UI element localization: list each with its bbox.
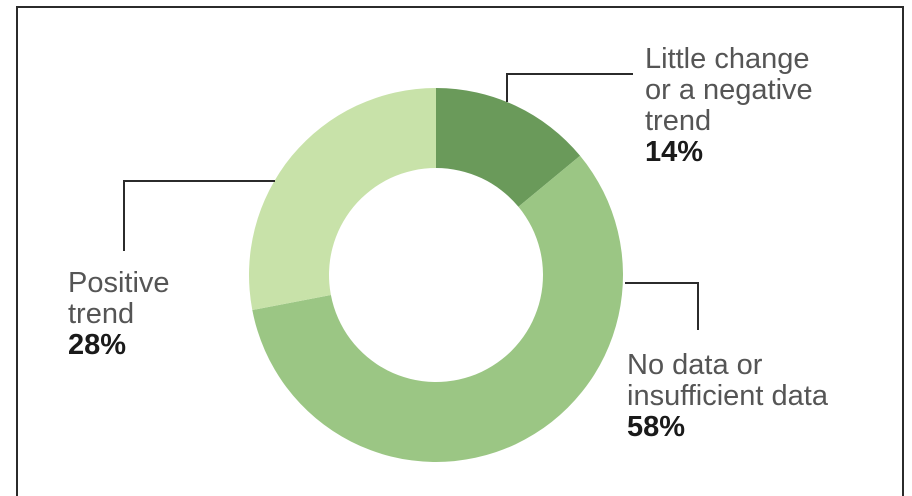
leader-lines — [123, 73, 699, 330]
chart-frame — [16, 6, 904, 496]
slice-label-no-data: No data or insufficient data 58% — [627, 350, 828, 443]
slice-name: No data or insufficient data — [627, 349, 828, 412]
donut-slices — [248, 88, 623, 463]
donut-slice-2 — [248, 88, 436, 311]
donut-slice-0 — [436, 88, 581, 207]
slice-percent: 28% — [68, 329, 127, 361]
slice-name: Little change or a negative trend — [645, 43, 813, 137]
slice-label-little-change: Little change or a negative trend 14% — [645, 44, 813, 168]
slice-percent: 14% — [645, 136, 704, 168]
leader-line-no-data — [625, 282, 699, 330]
donut-slice-1 — [252, 155, 623, 463]
slice-name: Positive trend — [68, 267, 170, 330]
slice-percent: 58% — [627, 411, 686, 443]
leader-line-little-change — [506, 73, 633, 102]
slice-label-positive: Positive trend 28% — [68, 268, 170, 361]
leader-line-positive — [123, 180, 275, 251]
